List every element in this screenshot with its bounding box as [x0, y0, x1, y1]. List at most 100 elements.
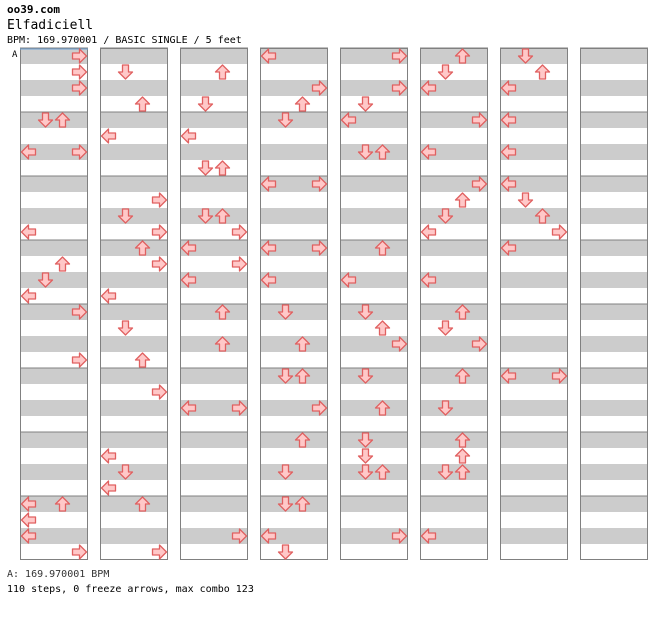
beat-stripe	[260, 304, 328, 320]
step-arrow-left	[500, 240, 517, 256]
beat-stripe	[340, 304, 408, 320]
step-arrow-left	[180, 400, 197, 416]
step-arrow-right	[311, 240, 328, 256]
beat-stripe	[340, 208, 408, 224]
step-arrow-up	[454, 192, 471, 208]
step-arrow-up	[534, 64, 551, 80]
step-arrow-left	[260, 176, 277, 192]
beat-stripe	[260, 208, 328, 224]
step-arrow-up	[374, 400, 391, 416]
beat-stripe	[500, 48, 568, 64]
beat-stripe	[100, 464, 168, 480]
beat-stripe	[500, 496, 568, 512]
step-arrow-down	[117, 208, 134, 224]
beat-stripe	[500, 304, 568, 320]
beat-stripe	[20, 176, 88, 192]
beat-stripe	[420, 112, 488, 128]
beat-stripe	[180, 400, 248, 416]
step-arrow-left	[20, 496, 37, 512]
step-arrow-left	[420, 272, 437, 288]
step-arrow-left	[500, 368, 517, 384]
beat-stripe	[20, 144, 88, 160]
chart-meta: BPM: 169.970001 / BASIC SINGLE / 5 feet	[7, 35, 242, 46]
beat-stripe	[20, 240, 88, 256]
beat-stripe	[260, 528, 328, 544]
beat-stripe	[500, 208, 568, 224]
beat-stripe	[580, 464, 648, 480]
beat-stripe	[180, 48, 248, 64]
step-arrow-down	[37, 272, 54, 288]
step-arrow-right	[231, 256, 248, 272]
beat-stripe	[580, 144, 648, 160]
beat-stripe	[580, 48, 648, 64]
beat-stripe	[180, 304, 248, 320]
step-arrow-up	[534, 208, 551, 224]
step-arrow-left	[420, 144, 437, 160]
beat-stripe	[100, 112, 168, 128]
beat-stripe	[340, 528, 408, 544]
step-arrow-right	[71, 80, 88, 96]
beat-stripe	[180, 176, 248, 192]
beat-stripe	[500, 432, 568, 448]
step-arrow-right	[71, 304, 88, 320]
beat-stripe	[420, 400, 488, 416]
chart-column	[100, 48, 168, 560]
chart-column	[500, 48, 568, 560]
beat-stripe	[420, 464, 488, 480]
beat-stripe	[100, 432, 168, 448]
step-arrow-down	[277, 464, 294, 480]
chart-column	[180, 48, 248, 560]
beat-stripe	[20, 464, 88, 480]
step-arrow-left	[260, 528, 277, 544]
beat-stripe	[580, 432, 648, 448]
beat-stripe	[180, 144, 248, 160]
step-arrow-down	[197, 208, 214, 224]
step-arrow-down	[357, 432, 374, 448]
beat-stripe	[340, 368, 408, 384]
step-arrow-up	[214, 336, 231, 352]
step-arrow-down	[357, 144, 374, 160]
beat-stripe	[340, 464, 408, 480]
step-arrow-up	[294, 496, 311, 512]
step-arrow-up	[214, 64, 231, 80]
step-arrow-right	[311, 80, 328, 96]
step-arrow-left	[260, 240, 277, 256]
beat-stripe	[100, 176, 168, 192]
beat-stripe	[260, 272, 328, 288]
beat-stripe	[180, 368, 248, 384]
step-arrow-right	[471, 336, 488, 352]
step-arrow-down	[277, 544, 294, 560]
step-arrow-down	[197, 160, 214, 176]
step-arrow-right	[391, 48, 408, 64]
step-arrow-left	[20, 288, 37, 304]
step-arrow-left	[500, 112, 517, 128]
step-arrow-left	[20, 528, 37, 544]
step-arrow-right	[151, 384, 168, 400]
beat-stripe	[500, 336, 568, 352]
beat-stripe	[260, 80, 328, 96]
beat-stripe	[340, 432, 408, 448]
step-arrow-down	[197, 96, 214, 112]
beat-stripe	[20, 432, 88, 448]
beat-stripe	[260, 368, 328, 384]
step-arrow-up	[214, 160, 231, 176]
step-stats: 110 steps, 0 freeze arrows, max combo 12…	[7, 584, 254, 595]
beat-stripe	[100, 400, 168, 416]
beat-stripe	[340, 112, 408, 128]
step-arrow-up	[214, 208, 231, 224]
beat-stripe	[260, 48, 328, 64]
beat-stripe	[260, 336, 328, 352]
beat-stripe	[580, 112, 648, 128]
step-arrow-right	[71, 48, 88, 64]
beat-stripe	[100, 80, 168, 96]
beat-stripe	[500, 176, 568, 192]
beat-stripe	[500, 368, 568, 384]
chart-column	[580, 48, 648, 560]
step-arrow-right	[151, 544, 168, 560]
step-arrow-left	[260, 48, 277, 64]
beat-stripe	[20, 496, 88, 512]
chart-column	[420, 48, 488, 560]
beat-stripe	[420, 496, 488, 512]
step-arrow-left	[100, 448, 117, 464]
step-arrow-right	[71, 144, 88, 160]
